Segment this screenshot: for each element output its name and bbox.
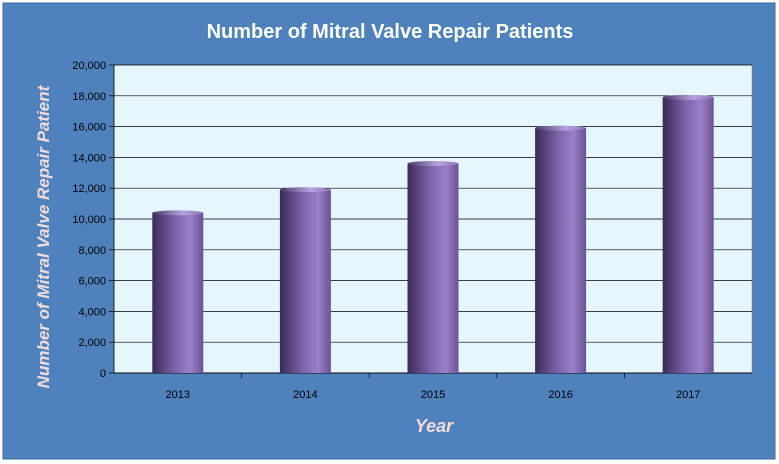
bar-cap (152, 210, 204, 216)
bar-cap (535, 125, 587, 131)
x-tick-label: 2013 (166, 389, 190, 401)
x-tick-label: 2014 (293, 389, 317, 401)
y-tick-label: 20,000 (72, 60, 106, 72)
bar-cap (662, 94, 714, 100)
y-tick-label: 12,000 (72, 183, 106, 195)
y-tick-label: 8,000 (78, 245, 106, 257)
y-axis-title: Number of Mitral Valve Repair Patient (34, 84, 53, 388)
chart-title: Number of Mitral Valve Repair Patients (207, 21, 574, 43)
x-tick-label: 2017 (676, 389, 700, 401)
bar (662, 97, 714, 373)
bar (407, 163, 459, 373)
bar (279, 189, 331, 373)
y-tick-label: 10,000 (72, 214, 106, 226)
x-axis-title: Year (415, 416, 454, 436)
bar-cap (279, 187, 331, 193)
x-axis-ticks: 2013 2014 2015 2016 2017 (166, 389, 701, 401)
bar (535, 128, 587, 373)
y-tick-label: 14,000 (72, 152, 106, 164)
x-tick-label: 2016 (548, 389, 572, 401)
bar-cap (407, 161, 459, 167)
y-tick-label: 2,000 (78, 337, 106, 349)
bar (152, 212, 204, 373)
y-axis-ticks: 0 2,000 4,000 6,000 8,000 10,000 12,000 14,000 1… (72, 60, 106, 380)
bars (152, 94, 714, 373)
y-tick-label: 16,000 (72, 122, 106, 134)
y-tick-label: 4,000 (78, 306, 106, 318)
x-tick-label: 2015 (421, 389, 445, 401)
y-tick-label: 18,000 (72, 91, 106, 103)
y-tick-label: 0 (100, 368, 106, 380)
y-tick-label: 6,000 (78, 276, 106, 288)
